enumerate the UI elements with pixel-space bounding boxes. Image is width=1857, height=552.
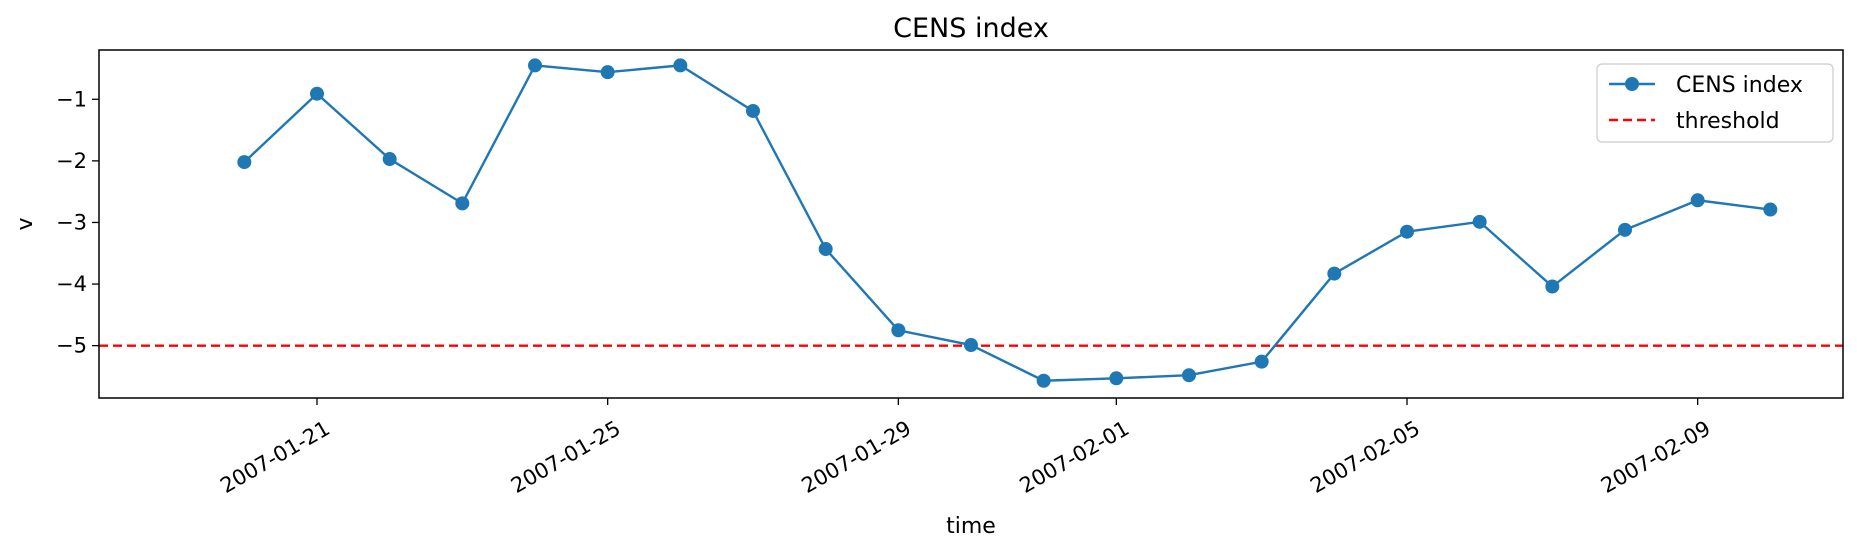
data-point [382, 152, 397, 167]
data-point [1690, 193, 1705, 208]
x-tick-label: 2007-02-01 [1016, 416, 1134, 498]
y-axis: −1 −2 −3 −4 −5 [56, 87, 99, 358]
data-point [1763, 202, 1778, 217]
data-point [1472, 214, 1487, 229]
data-point [1618, 222, 1632, 237]
data-point [1036, 373, 1051, 388]
x-axis-label: time [946, 514, 996, 539]
y-tick-label: −3 [56, 210, 87, 234]
x-tick-label: 2007-01-25 [507, 416, 625, 498]
data-point [600, 65, 615, 80]
data-point [891, 323, 906, 338]
legend-marker-cens-index [1625, 77, 1639, 91]
data-point [528, 58, 542, 73]
chart-title: CENS index [893, 13, 1049, 44]
legend-label-threshold: threshold [1676, 109, 1780, 134]
y-tick-label: −4 [56, 272, 87, 296]
data-point [1182, 368, 1196, 383]
legend-label-cens-index: CENS index [1676, 73, 1803, 98]
data-point [1109, 371, 1124, 386]
data-point [310, 86, 324, 101]
x-tick-label: 2007-02-05 [1306, 416, 1424, 498]
series-line-cens-index [243, 64, 1771, 382]
data-point [818, 241, 833, 256]
y-tick-label: −2 [56, 149, 87, 173]
x-tick-label: 2007-01-29 [798, 416, 916, 498]
data-point [455, 196, 470, 211]
data-point [1545, 279, 1560, 294]
data-point [237, 155, 252, 170]
data-point [673, 58, 688, 73]
y-axis-label: v [13, 217, 38, 230]
legend: CENS index threshold [1596, 63, 1834, 143]
data-point [746, 103, 760, 118]
x-tick-label: 2007-02-09 [1597, 416, 1715, 498]
data-point [964, 338, 978, 353]
x-tick-label: 2007-01-21 [216, 416, 334, 498]
y-tick-label: −1 [56, 87, 87, 111]
y-tick-label: −5 [56, 334, 87, 358]
legend-box [1596, 63, 1834, 143]
data-point [1327, 266, 1342, 281]
axes-frame [98, 49, 1844, 399]
x-axis: 2007-01-21 2007-01-25 2007-01-29 2007-02-01… [216, 398, 1715, 498]
data-point [1254, 354, 1269, 369]
data-point [1400, 224, 1414, 239]
plot-area [99, 58, 1843, 388]
